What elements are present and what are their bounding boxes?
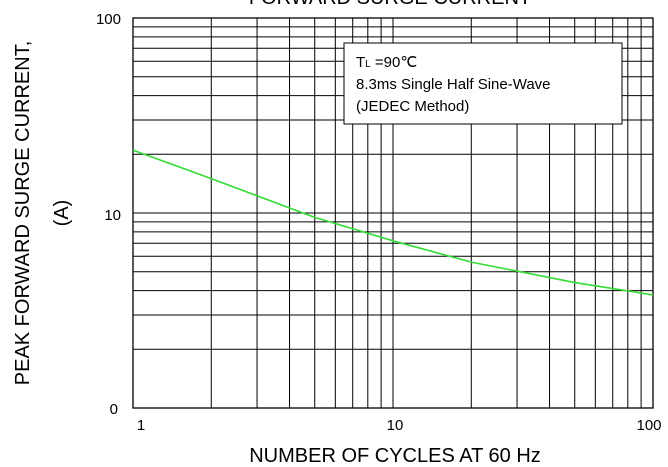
x-tick-label: 1 — [137, 417, 145, 434]
x-axis-label: NUMBER OF CYCLES AT 60 Hz — [249, 445, 541, 467]
annotation-line2: 8.3ms Single Half Sine-Wave — [356, 76, 551, 93]
annotation-line1: TL =90℃ — [356, 54, 417, 71]
y-tick-label: 100 — [96, 11, 121, 28]
x-tick-label: 100 — [636, 417, 661, 434]
annotation-t: T — [356, 54, 365, 71]
annotation-temp: =90℃ — [371, 54, 417, 71]
annotation-sub: L — [365, 59, 371, 70]
y-tick-label: 0 — [110, 401, 118, 418]
plot-frame — [132, 17, 654, 409]
y-axis-label-line2: (A) — [51, 200, 73, 227]
y-axis-label-line1: PEAK FORWARD SURGE CURRENT, — [12, 41, 34, 385]
x-tick-label: 10 — [387, 417, 404, 434]
chart-title: FORWARD SURGE CURRENT — [249, 0, 531, 9]
annotation-box: TL =90℃ 8.3ms Single Half Sine-Wave (JED… — [343, 42, 623, 125]
series-curve — [132, 149, 654, 296]
annotation-line3: (JEDEC Method) — [356, 98, 469, 115]
y-tick-label: 10 — [104, 207, 121, 224]
